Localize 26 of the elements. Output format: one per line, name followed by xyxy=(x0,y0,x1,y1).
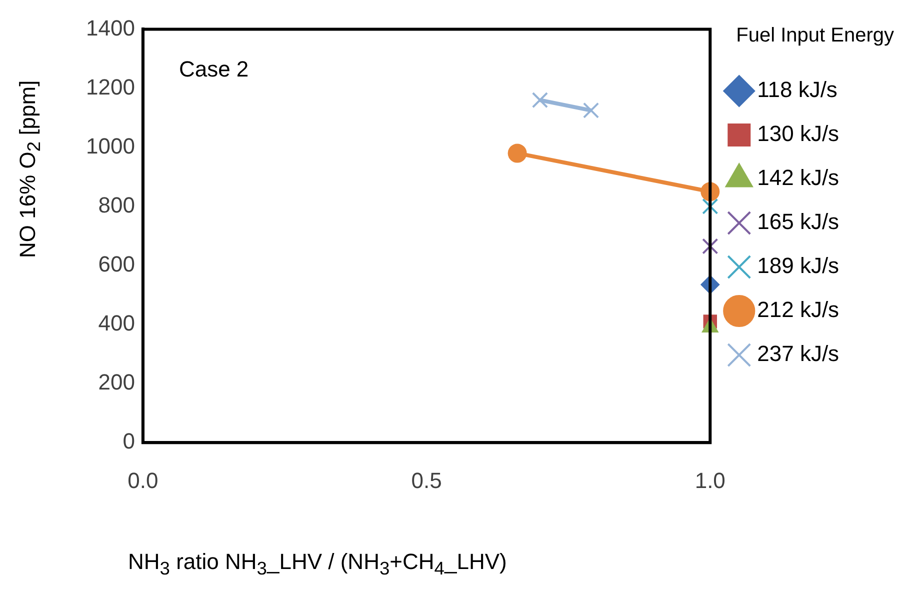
point xyxy=(508,144,527,163)
legend-label: 142 kJ/s xyxy=(757,165,840,190)
point xyxy=(582,102,600,118)
y-tick-label: 0 xyxy=(122,428,135,454)
annotation: Case 2 xyxy=(178,56,249,82)
y-tick-label: 1200 xyxy=(86,74,135,100)
point xyxy=(702,238,718,254)
text: NH$_{3}$ ratio NH$_{3}$_LHV / (NH$_{3}$+CH$_{4}$_LHV) xyxy=(128,548,507,578)
legend-label: 165 kJ/s xyxy=(757,209,840,234)
legend-label: 237 kJ/s xyxy=(757,341,840,366)
x-tick-label: 0.0 xyxy=(128,468,158,493)
y-tick-label: 600 xyxy=(98,251,135,276)
x-tick-label: 0.5 xyxy=(411,468,442,493)
legend-title: Fuel Input Energy xyxy=(736,24,894,47)
x-tick-label: 1.0 xyxy=(694,468,726,493)
y-tick-label: 400 xyxy=(98,310,135,336)
legend-label: 189 kJ/s xyxy=(757,253,840,278)
y-tick-label: 1400 xyxy=(86,15,135,40)
legend-label: 130 kJ/s xyxy=(757,121,840,146)
y-tick-label: 200 xyxy=(98,370,135,395)
y-tick-label: 1000 xyxy=(86,133,135,158)
point xyxy=(532,92,548,108)
point xyxy=(702,198,718,214)
legend-label: 212 kJ/s xyxy=(757,297,840,322)
y-tick-label: 800 xyxy=(98,192,135,218)
legend-label: 118 kJ/s xyxy=(757,77,838,102)
